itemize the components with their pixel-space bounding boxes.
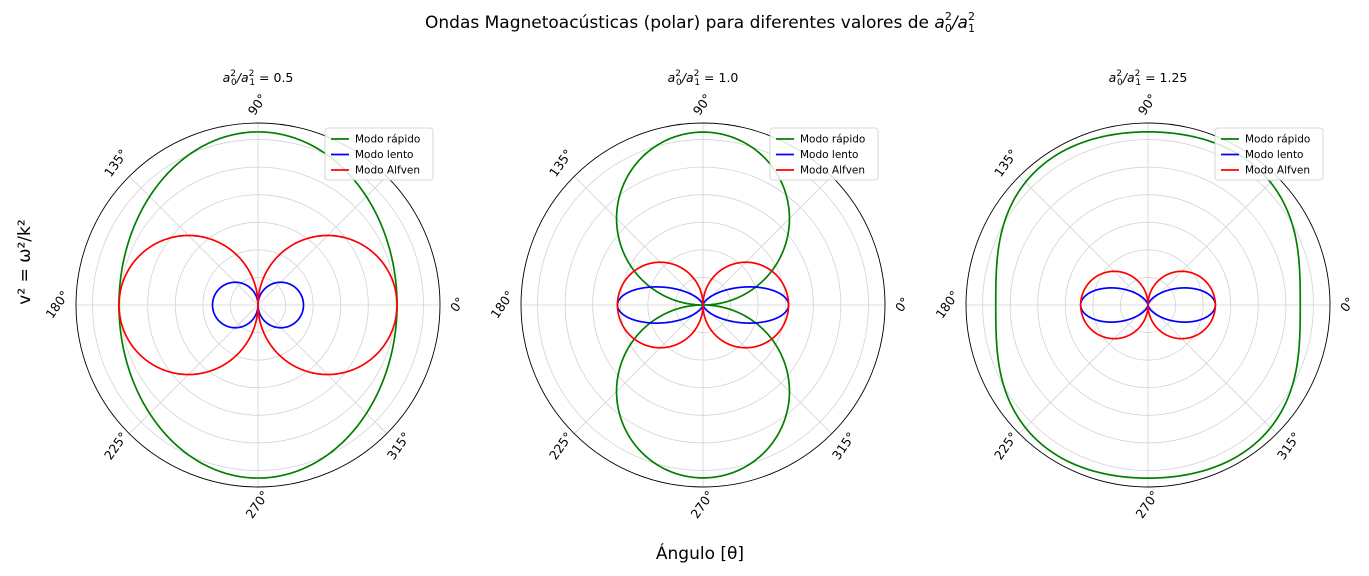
theta-tick-label: 270°	[687, 488, 717, 521]
angular-grid-line	[1147, 304, 1277, 434]
panel-title-math: /a	[681, 70, 694, 85]
figure-title-text: Ondas Magnetoacústicas (polar) para dife…	[425, 13, 934, 33]
theta-tick-label: 135°	[546, 146, 576, 179]
panel-title-math: =	[1141, 70, 1159, 85]
legend: Modo rápido Modo lento Modo Alfven	[1214, 127, 1324, 181]
legend-label: Modo Alfven	[800, 165, 865, 177]
panel-title-math: 1	[1135, 78, 1141, 88]
legend-label: Modo rápido	[1245, 134, 1310, 146]
legend-label: Modo Alfven	[355, 165, 420, 177]
theta-tick-label: 270°	[242, 488, 272, 521]
theta-tick-label: 135°	[101, 146, 131, 179]
legend-box	[769, 127, 879, 181]
polar-frame	[75, 122, 441, 488]
panel-title-math: 2	[249, 69, 255, 79]
theta-tick-label: 225°	[546, 429, 576, 462]
legend-label: Modo Alfven	[1245, 165, 1310, 177]
angular-grid-line	[702, 176, 832, 306]
theta-tick-label: 90°	[1135, 91, 1160, 118]
legend-label: Modo rápido	[355, 134, 420, 146]
theta-tick-label: 0°	[447, 294, 467, 314]
theta-tick-label: 180°	[487, 288, 517, 321]
angular-grid-line	[702, 304, 832, 434]
x-axis-label: Ángulo [θ]	[656, 542, 744, 564]
panel-title-math: a	[1109, 70, 1117, 85]
panel-title-math: 0	[231, 78, 237, 88]
theta-tick-label: 315°	[384, 429, 414, 462]
figure-title-sup: 2	[945, 10, 952, 23]
series-line-modo-lento	[211, 281, 305, 329]
polar-panel: 0°90°135°180°225°270°315°a2 0/a2 1 = 1.0Mo…	[487, 69, 912, 521]
theta-tick-label: 315°	[1274, 429, 1304, 462]
legend-label: Modo lento	[355, 149, 413, 161]
angular-grid-line	[129, 176, 259, 306]
angular-grid-line	[574, 304, 704, 434]
panel-title-math: a	[668, 70, 676, 85]
legend-label: Modo rápido	[800, 134, 865, 146]
panel-title: a2 0/a2 1 = 0.5	[223, 69, 294, 88]
panel-title-math: 2	[1116, 69, 1122, 79]
theta-tick-label: 270°	[1132, 488, 1162, 521]
theta-tick-label: 0°	[892, 294, 912, 314]
angular-grid-line	[129, 304, 259, 434]
panel-title-math: a	[223, 70, 231, 85]
panel-title-math: 0	[1117, 78, 1123, 88]
angular-grid-line	[257, 304, 387, 434]
panel-title-value: 0.5	[274, 70, 294, 85]
panels: 0°90°135°180°225°270°315°a2 0/a2 1 = 0.5Mo…	[42, 69, 1357, 521]
series-line-modo-alfven	[118, 234, 398, 376]
figure-title-sup: 2	[968, 10, 975, 23]
angular-grid-line	[1019, 304, 1149, 434]
figure-title: Ondas Magnetoacústicas (polar) para dife…	[425, 10, 975, 35]
figure-title-math: a	[934, 13, 944, 33]
legend: Modo rápido Modo lento Modo Alfven	[324, 127, 434, 181]
polar-frame	[965, 122, 1331, 488]
panel-title-value: 1.25	[1160, 70, 1188, 85]
y-axis-label: v² = ω²/k²	[15, 219, 35, 304]
panel-title: a2 0/a2 1 = 1.25	[1109, 69, 1188, 88]
panel-title-math: 1	[249, 78, 255, 88]
angular-grid-line	[1147, 176, 1277, 306]
theta-tick-label: 135°	[991, 146, 1021, 179]
theta-tick-label: 315°	[829, 429, 859, 462]
figure-title-sub: 1	[968, 22, 975, 35]
panel-title-math: 2	[230, 69, 236, 79]
panel-title-math: 0	[676, 78, 682, 88]
panel-title-math: /a	[236, 70, 249, 85]
panel-title-math: 1	[694, 78, 700, 88]
panel-title-math: 2	[675, 69, 681, 79]
panel-title-math: =	[255, 70, 273, 85]
polar-panel: 0°90°135°180°225°270°315°a2 0/a2 1 = 1.25M…	[932, 69, 1357, 521]
polar-frame	[520, 122, 886, 488]
theta-tick-label: 90°	[690, 91, 715, 118]
panel-title-value: 1.0	[719, 70, 739, 85]
theta-tick-label: 90°	[245, 91, 270, 118]
panel-title-math: /a	[1122, 70, 1135, 85]
theta-tick-label: 225°	[991, 429, 1021, 462]
series-line-modo-alfven	[1079, 270, 1217, 340]
legend: Modo rápido Modo lento Modo Alfven	[769, 127, 879, 181]
theta-tick-label: 180°	[42, 288, 72, 321]
panel-title: a2 0/a2 1 = 1.0	[668, 69, 739, 88]
figure-title-math: /a	[950, 13, 968, 33]
legend-box	[324, 127, 434, 181]
angular-grid-line	[1019, 176, 1149, 306]
legend-label: Modo lento	[800, 149, 858, 161]
panel-title-math: 2	[1135, 69, 1141, 79]
theta-tick-label: 225°	[101, 429, 131, 462]
panel-title-math: =	[700, 70, 718, 85]
series-line-modo-alfven	[616, 261, 790, 349]
polar-panel: 0°90°135°180°225°270°315°a2 0/a2 1 = 0.5Mo…	[42, 69, 467, 521]
theta-tick-label: 180°	[932, 288, 962, 321]
angular-grid-line	[574, 176, 704, 306]
angular-grid-line	[257, 176, 387, 306]
panel-title-math: 2	[694, 69, 700, 79]
legend-box	[1214, 127, 1324, 181]
figure-title-sub: 0	[945, 22, 952, 35]
legend-label: Modo lento	[1245, 149, 1303, 161]
theta-tick-label: 0°	[1337, 294, 1357, 314]
